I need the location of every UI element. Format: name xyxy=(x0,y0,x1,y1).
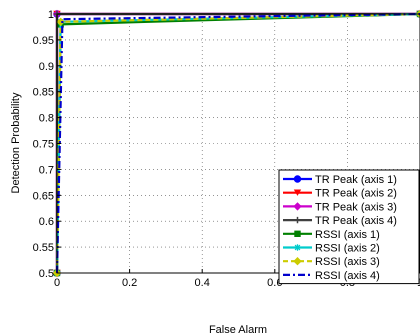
legend-item: TR Peak (axis 3) xyxy=(283,201,397,213)
y-axis-label: Detection Probability xyxy=(10,92,22,193)
x-tick-label: 0.4 xyxy=(195,277,210,289)
legend-marker xyxy=(294,230,301,237)
y-tick-label: 0.85 xyxy=(33,87,54,99)
legend-label: TR Peak (axis 1) xyxy=(315,174,397,186)
legend-item: TR Peak (axis 2) xyxy=(283,188,397,200)
data-point xyxy=(56,17,65,26)
y-tick-label: 0.6 xyxy=(39,216,54,228)
legend-marker xyxy=(293,202,302,211)
legend-item: TR Peak (axis 4) xyxy=(283,215,397,227)
y-tick-label: 0.75 xyxy=(33,139,54,151)
legend-item: TR Peak (axis 1) xyxy=(283,174,397,186)
legend-label: RSSI (axis 1) xyxy=(315,229,380,241)
legend-marker xyxy=(294,216,301,224)
legend-label: TR Peak (axis 2) xyxy=(315,188,397,200)
x-tick-label: 0.2 xyxy=(122,277,137,289)
legend-item: RSSI (axis 2) xyxy=(283,243,380,255)
legend-label: RSSI (axis 4) xyxy=(315,270,380,282)
y-tick-label: 0.5 xyxy=(39,268,54,280)
y-tick-label: 0.8 xyxy=(39,113,54,125)
y-tick-label: 0.65 xyxy=(33,190,54,202)
legend-marker xyxy=(293,189,302,196)
x-axis-label: False Alarm xyxy=(209,324,267,335)
legend-label: RSSI (axis 3) xyxy=(315,256,380,268)
legend-label: TR Peak (axis 3) xyxy=(315,201,397,213)
y-tick-label: 0.7 xyxy=(39,164,54,176)
legend-item: RSSI (axis 1) xyxy=(283,229,380,241)
legend: TR Peak (axis 1)TR Peak (axis 2)TR Peak … xyxy=(278,169,420,285)
legend-marker xyxy=(293,257,302,266)
legend-box xyxy=(278,169,420,285)
legend-item: RSSI (axis 4) xyxy=(283,270,380,282)
legend-marker xyxy=(294,244,301,251)
y-tick-label: 1 xyxy=(48,9,54,21)
y-tick-label: 0.95 xyxy=(33,35,54,47)
grid-lines xyxy=(57,14,420,273)
legend-item: RSSI (axis 3) xyxy=(283,256,380,268)
y-tick-label: 0.55 xyxy=(33,242,54,254)
legend-label: TR Peak (axis 4) xyxy=(315,215,397,227)
y-tick-label: 0.9 xyxy=(39,61,54,73)
x-tick-label: 0 xyxy=(54,277,60,289)
legend-label: RSSI (axis 2) xyxy=(315,243,380,255)
legend-marker xyxy=(293,175,302,183)
